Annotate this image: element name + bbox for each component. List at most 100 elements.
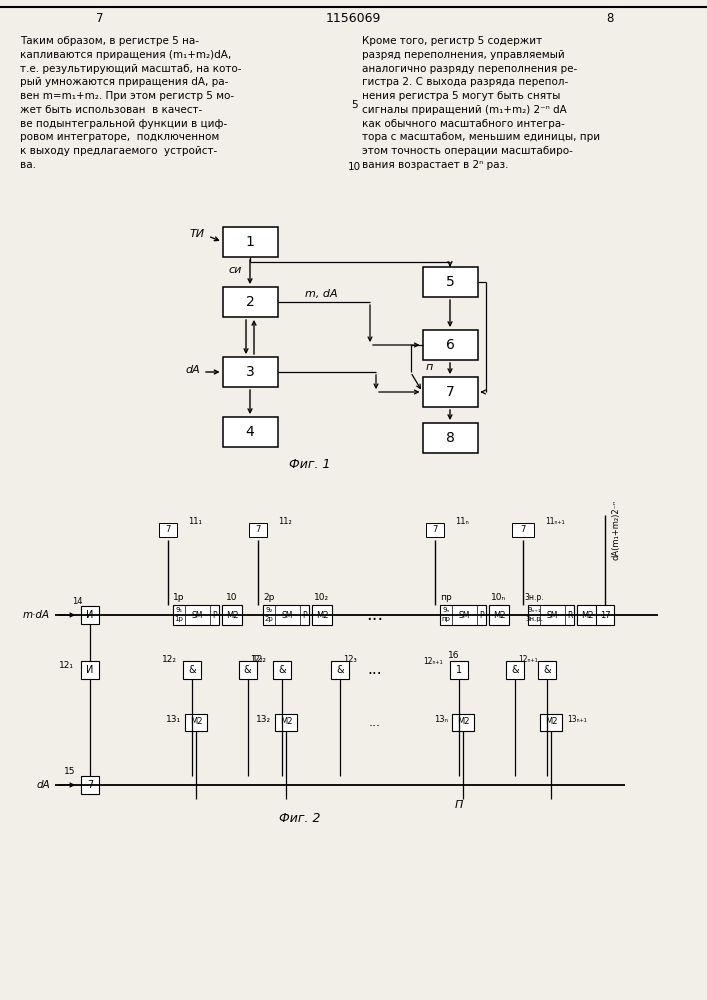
Text: 7: 7 xyxy=(87,780,93,790)
Text: M2: M2 xyxy=(316,610,328,619)
Text: P: P xyxy=(212,610,217,619)
Text: 10ₙ: 10ₙ xyxy=(491,592,506,601)
Text: P: P xyxy=(479,610,484,619)
Text: 1р: 1р xyxy=(173,592,185,601)
Text: 11₁: 11₁ xyxy=(188,518,202,526)
Text: И: И xyxy=(86,610,94,620)
Text: &: & xyxy=(188,665,196,675)
Text: 8: 8 xyxy=(607,11,614,24)
FancyBboxPatch shape xyxy=(249,523,267,537)
Text: 12₁: 12₁ xyxy=(59,660,74,670)
Text: 12₂: 12₂ xyxy=(250,656,263,664)
Text: dA: dA xyxy=(36,780,50,790)
Text: 15: 15 xyxy=(64,766,75,776)
Text: 1: 1 xyxy=(456,665,462,675)
FancyBboxPatch shape xyxy=(263,605,309,625)
Text: 13ₙ₊₁: 13ₙ₊₁ xyxy=(567,714,587,724)
Text: п: п xyxy=(426,362,433,372)
FancyBboxPatch shape xyxy=(275,714,297,730)
Text: П: П xyxy=(455,800,463,810)
FancyBboxPatch shape xyxy=(81,606,99,624)
Text: 9ₙ₊₁: 9ₙ₊₁ xyxy=(527,607,541,613)
Text: &: & xyxy=(244,665,251,675)
Text: 5: 5 xyxy=(351,100,357,110)
FancyBboxPatch shape xyxy=(538,661,556,679)
Text: 7: 7 xyxy=(255,526,261,534)
Text: 12₃: 12₃ xyxy=(343,656,357,664)
Text: 9₂: 9₂ xyxy=(265,607,273,613)
Text: 7: 7 xyxy=(96,11,104,24)
Text: 9₁: 9₁ xyxy=(175,607,182,613)
FancyBboxPatch shape xyxy=(423,377,477,407)
Text: Таким образом, в регистре 5 на-
капливаются приращения (m₁+m₂)dA,
т.е. результир: Таким образом, в регистре 5 на- капливаю… xyxy=(20,36,242,170)
FancyBboxPatch shape xyxy=(185,714,207,730)
Text: 7: 7 xyxy=(165,526,170,534)
Text: 7: 7 xyxy=(432,526,438,534)
Text: M2: M2 xyxy=(580,610,593,619)
Text: 10: 10 xyxy=(226,592,238,601)
FancyBboxPatch shape xyxy=(489,605,509,625)
Text: ТИ: ТИ xyxy=(190,229,205,239)
Text: И: И xyxy=(86,665,94,675)
Text: &: & xyxy=(278,665,286,675)
Text: 2: 2 xyxy=(245,295,255,309)
FancyBboxPatch shape xyxy=(159,523,177,537)
FancyBboxPatch shape xyxy=(506,661,524,679)
Text: 13ₙ: 13ₙ xyxy=(434,714,448,724)
Text: 1: 1 xyxy=(245,235,255,249)
FancyBboxPatch shape xyxy=(423,423,477,453)
Text: ...: ... xyxy=(369,716,381,728)
FancyBboxPatch shape xyxy=(222,605,242,625)
Text: SM: SM xyxy=(281,610,293,619)
Text: 4: 4 xyxy=(245,425,255,439)
Text: M2: M2 xyxy=(280,718,292,726)
Text: 12₂: 12₂ xyxy=(252,656,267,664)
Text: Кроме того, регистр 5 содержит
разряд переполнения, управляемый
аналогично разря: Кроме того, регистр 5 содержит разряд пе… xyxy=(362,36,600,170)
Text: 1156069: 1156069 xyxy=(325,11,380,24)
FancyBboxPatch shape xyxy=(223,287,278,317)
FancyBboxPatch shape xyxy=(223,227,278,257)
Text: SM: SM xyxy=(458,610,469,619)
Text: R: R xyxy=(567,610,572,619)
Text: 3н.р.: 3н.р. xyxy=(524,592,544,601)
Text: 11ₙ₊₁: 11ₙ₊₁ xyxy=(545,518,565,526)
FancyBboxPatch shape xyxy=(512,523,534,537)
Text: 2р: 2р xyxy=(264,616,274,622)
FancyBboxPatch shape xyxy=(596,605,614,625)
Text: 1р: 1р xyxy=(175,616,183,622)
Text: 2р: 2р xyxy=(263,592,275,601)
FancyBboxPatch shape xyxy=(238,661,257,679)
Text: 11ₙ: 11ₙ xyxy=(455,518,469,526)
Text: 6: 6 xyxy=(445,338,455,352)
FancyBboxPatch shape xyxy=(528,605,574,625)
Text: &: & xyxy=(511,665,519,675)
FancyBboxPatch shape xyxy=(173,605,219,625)
Text: dA: dA xyxy=(185,365,200,375)
FancyBboxPatch shape xyxy=(223,417,278,447)
Text: 14: 14 xyxy=(73,596,83,605)
FancyBboxPatch shape xyxy=(81,776,99,794)
Text: M2: M2 xyxy=(226,610,238,619)
Text: пр: пр xyxy=(442,616,450,622)
Text: m, dA: m, dA xyxy=(305,289,338,299)
Text: 12ₙ₊₁: 12ₙ₊₁ xyxy=(518,656,537,664)
FancyBboxPatch shape xyxy=(426,523,444,537)
FancyBboxPatch shape xyxy=(81,661,99,679)
FancyBboxPatch shape xyxy=(331,661,349,679)
FancyBboxPatch shape xyxy=(312,605,332,625)
Text: dA(m₁+m₂)2⁻ⁿ: dA(m₁+m₂)2⁻ⁿ xyxy=(612,500,621,560)
FancyBboxPatch shape xyxy=(183,661,201,679)
Text: 13₁: 13₁ xyxy=(166,714,181,724)
Text: 12ₙ₊₁: 12ₙ₊₁ xyxy=(423,658,443,666)
Text: 17: 17 xyxy=(600,610,610,619)
FancyBboxPatch shape xyxy=(223,357,278,387)
Text: P: P xyxy=(302,610,307,619)
FancyBboxPatch shape xyxy=(577,605,597,625)
Text: 3н.р.: 3н.р. xyxy=(525,616,543,622)
FancyBboxPatch shape xyxy=(540,714,562,730)
Text: 10: 10 xyxy=(347,162,361,172)
Text: 11₂: 11₂ xyxy=(278,518,292,526)
Text: 9ₙ: 9ₙ xyxy=(443,607,450,613)
Text: SM: SM xyxy=(192,610,203,619)
Text: 13₂: 13₂ xyxy=(256,714,271,724)
